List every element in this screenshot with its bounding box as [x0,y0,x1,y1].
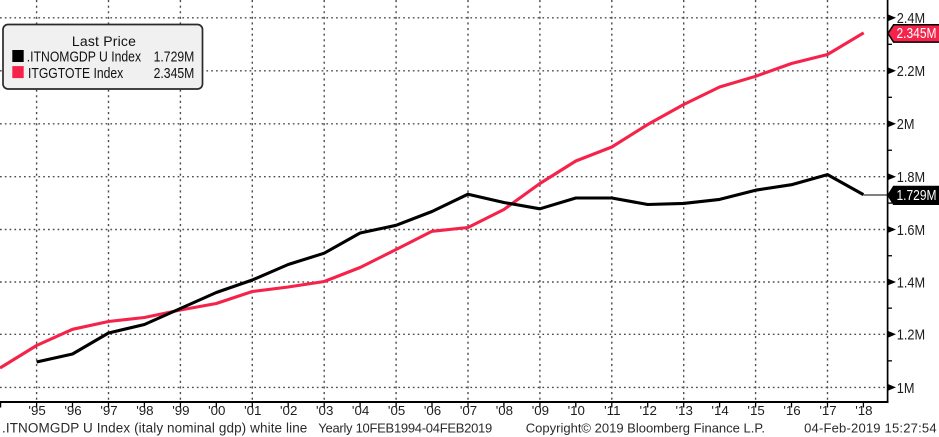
svg-text:'98: '98 [136,403,153,418]
svg-text:'95: '95 [28,403,45,418]
svg-text:'04: '04 [352,403,369,418]
svg-text:'09: '09 [532,403,549,418]
svg-text:2.345M: 2.345M [154,65,195,81]
svg-text:.ITNOMGDP U Index: .ITNOMGDP U Index [27,49,141,65]
svg-text:2.2M: 2.2M [897,62,925,79]
svg-text:'08: '08 [496,403,513,418]
svg-text:'15: '15 [747,403,764,418]
svg-text:'99: '99 [172,403,189,418]
svg-text:'96: '96 [64,403,81,418]
svg-text:'11: '11 [604,403,620,418]
svg-text:'06: '06 [424,403,441,418]
svg-text:'03: '03 [316,403,333,418]
svg-text:1.8M: 1.8M [897,168,925,185]
svg-text:2M: 2M [897,115,915,132]
svg-text:1.4M: 1.4M [897,273,925,290]
svg-text:1.729M: 1.729M [154,49,195,65]
svg-text:'10: '10 [568,403,585,418]
svg-text:'01: '01 [244,403,261,418]
svg-text:.ITNOMGDP U Index (italy nomin: .ITNOMGDP U Index (italy nominal gdp) wh… [2,420,492,435]
svg-text:'18: '18 [855,403,872,418]
svg-text:2.4M: 2.4M [897,9,925,26]
svg-text:'00: '00 [208,403,225,418]
svg-text:'97: '97 [100,403,117,418]
svg-text:'16: '16 [783,403,800,418]
svg-text:1M: 1M [897,379,915,396]
svg-text:'17: '17 [819,403,836,418]
svg-text:'07: '07 [460,403,477,418]
svg-text:'13: '13 [676,403,693,418]
svg-text:'02: '02 [280,403,297,418]
svg-text:Last Price: Last Price [72,33,136,49]
svg-text:1.729M: 1.729M [896,187,936,204]
svg-text:2.345M: 2.345M [896,25,936,42]
svg-text:'05: '05 [388,403,405,418]
svg-text:1.2M: 1.2M [897,326,925,343]
svg-text:04-Feb-2019 15:27:54: 04-Feb-2019 15:27:54 [804,420,937,435]
svg-text:'12: '12 [640,403,657,418]
svg-text:'14: '14 [711,403,728,418]
svg-text:Copyright© 2019 Bloomberg Fina: Copyright© 2019 Bloomberg Finance L.P. [526,420,765,435]
svg-text:1.6M: 1.6M [897,221,925,238]
svg-text:ITGGTOTE Index: ITGGTOTE Index [28,65,124,81]
